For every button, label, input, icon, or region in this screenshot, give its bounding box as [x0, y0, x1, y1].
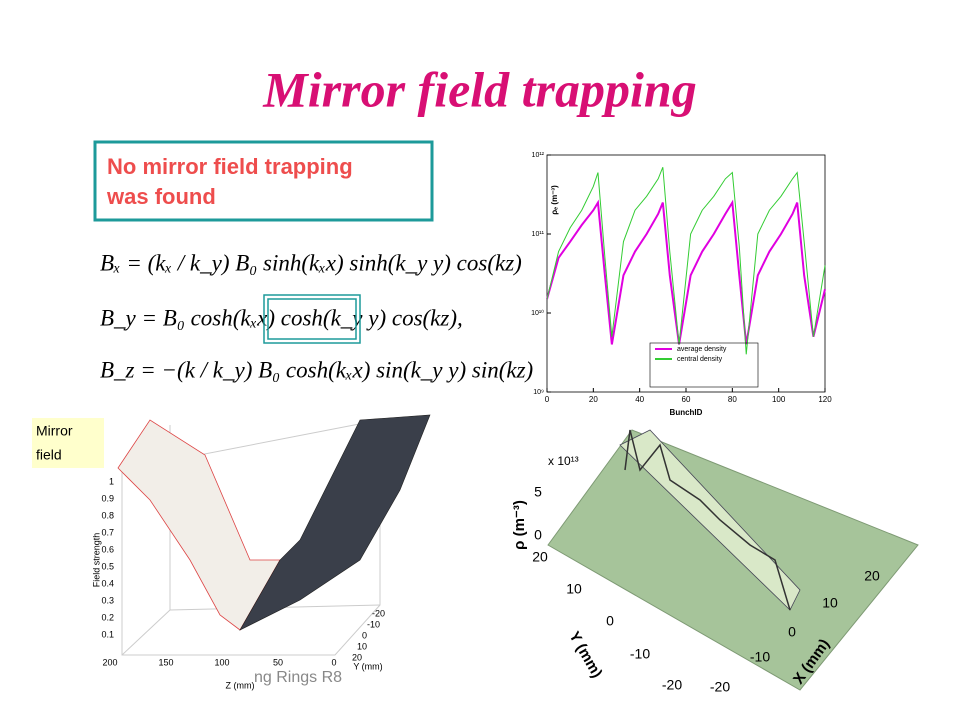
highlight-box	[263, 294, 361, 344]
z-tick-label: 0.1	[101, 629, 114, 639]
surface-dark	[239, 414, 431, 631]
x-tick-label: 0	[331, 657, 336, 667]
x-tick-label: 150	[158, 657, 173, 667]
x-tick-label: 100	[214, 657, 229, 667]
y-tick-label: 10¹²	[532, 152, 545, 159]
equation: B_y = B₀ cosh(kₓx) cosh(k_y y) cos(kz),	[100, 305, 463, 330]
x-tick-label: 20	[864, 568, 880, 584]
series-line	[546, 167, 826, 355]
note-line: No mirror field trapping	[107, 154, 353, 179]
scale-label: x 10¹³	[548, 454, 579, 468]
surface-light	[117, 419, 281, 631]
legend-label: average density	[677, 346, 727, 353]
y-tick-label: 20	[352, 652, 362, 662]
x-tick-label: 80	[728, 395, 737, 404]
x-tick-label: 200	[102, 657, 117, 667]
y-tick-label: 10	[357, 641, 367, 651]
mirror-box	[32, 418, 104, 468]
equation: Bₓ = (kₓ / k_y) B₀ sinh(kₓx) sinh(k_y y)…	[100, 250, 522, 275]
y-tick-label: 10¹⁰	[531, 309, 544, 317]
z-tick-label: 0.9	[101, 493, 114, 503]
y-tick-label: -10	[367, 619, 380, 629]
z-tick-label: 0.6	[101, 544, 114, 554]
z-tick-label: 5	[534, 484, 542, 500]
x-tick-label: 100	[772, 395, 786, 404]
y-tick-label: 10	[566, 581, 582, 597]
plot-frame	[121, 419, 381, 656]
z-tick-label: 0.4	[101, 578, 114, 588]
x-tick-label: 120	[818, 395, 832, 404]
y-tick-label: 10¹¹	[532, 231, 545, 238]
y-tick-label: 20	[532, 549, 548, 565]
x-tick-label: 0	[545, 395, 550, 404]
x-tick-label: -20	[710, 679, 730, 695]
y-tick-label: 0	[362, 630, 367, 640]
highlight-box	[267, 298, 357, 340]
x-tick-label: 0	[788, 624, 796, 640]
axis-label: Z (mm)	[226, 680, 255, 690]
y-tick-label: 0	[606, 613, 614, 629]
footer: ng Rings R8	[254, 669, 342, 686]
z-tick-label: 0.2	[101, 612, 114, 622]
equation: B_z = −(k / k_y) B₀ cosh(kₓx) sin(k_y y)…	[100, 357, 533, 382]
x-tick-label: 50	[273, 657, 283, 667]
x-axis-label: BunchID	[670, 408, 703, 417]
series-line	[546, 199, 826, 345]
y-tick-label: 10⁹	[533, 389, 544, 396]
y-tick-label: -10	[630, 646, 650, 662]
z-tick-label: 1	[109, 476, 114, 486]
z-tick-label: 0	[534, 527, 542, 543]
legend-box	[649, 342, 759, 388]
legend-label: central density	[677, 356, 723, 363]
x-tick-label: 40	[635, 395, 644, 404]
axis-label: Y (mm)	[353, 661, 382, 671]
density-ridge	[624, 429, 791, 611]
z-tick-label: 0.5	[101, 561, 114, 571]
y-tick-label: -20	[372, 608, 385, 618]
z-tick-label: 0.3	[101, 595, 114, 605]
z-tick-label: 0.8	[101, 510, 114, 520]
density-ridge	[619, 429, 801, 611]
mirror-label: field	[36, 447, 62, 463]
mirror-label: Mirror	[36, 423, 73, 439]
y-axis-label: ρₑ (m⁻³)	[550, 185, 559, 215]
slide-title: Mirror field trapping	[262, 61, 696, 117]
x-tick-label: 10	[822, 595, 838, 611]
note-line: was found	[106, 184, 216, 209]
axis-label: ρ (m⁻³)	[511, 500, 528, 550]
plot-frame	[121, 609, 171, 656]
z-tick-label: 0.7	[101, 527, 114, 537]
y-tick-label: -20	[662, 677, 682, 693]
axis-label: Y (mm)	[565, 629, 605, 681]
density-plane	[547, 429, 919, 691]
note-box	[93, 140, 434, 222]
x-tick-label: 20	[589, 395, 598, 404]
x-tick-label: -10	[750, 649, 770, 665]
x-tick-label: 60	[682, 395, 691, 404]
axis-label: Field strength	[91, 533, 101, 588]
